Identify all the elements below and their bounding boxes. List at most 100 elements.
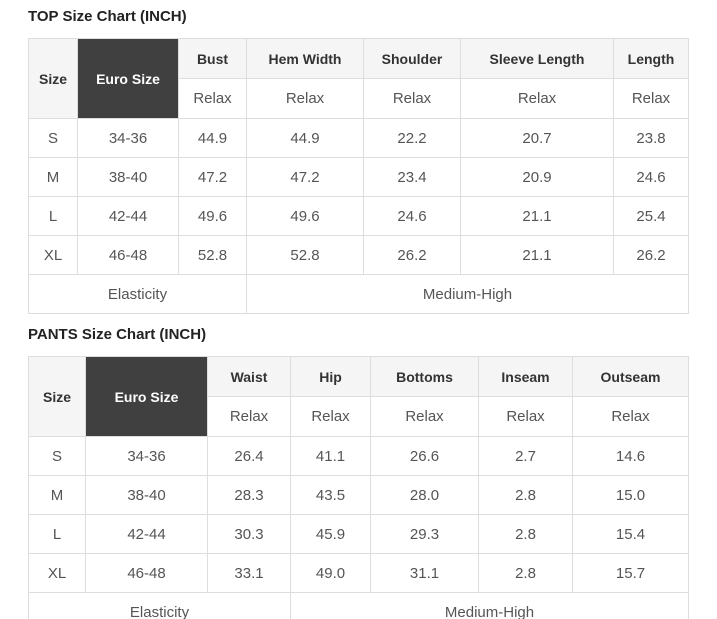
value-cell: 22.2 (363, 118, 461, 158)
value-cell: 20.7 (460, 118, 614, 158)
value-cell: 33.1 (207, 553, 291, 593)
euro-size-cell: 34-36 (77, 118, 179, 158)
value-cell: 49.6 (246, 196, 364, 236)
value-cell: 20.9 (460, 157, 614, 197)
value-cell: 2.7 (478, 436, 573, 476)
value-cell: 28.3 (207, 475, 291, 515)
table-row-s: S 34-36 26.4 41.1 26.6 2.7 14.6 (28, 436, 689, 476)
value-cell: 21.1 (460, 235, 614, 275)
value-cell: 26.2 (363, 235, 461, 275)
value-cell: 52.8 (246, 235, 364, 275)
value-cell: 31.1 (370, 553, 479, 593)
elasticity-value-cell: Medium-High (290, 592, 689, 619)
table-row-xl: XL 46-48 33.1 49.0 31.1 2.8 15.7 (28, 553, 689, 593)
value-cell: 23.4 (363, 157, 461, 197)
fit-cell: Relax (572, 396, 689, 437)
value-cell: 15.7 (572, 553, 689, 593)
value-cell: 30.3 (207, 514, 291, 554)
top-size-table: Size Euro Size Bust Hem Width Shoulder S… (28, 38, 689, 314)
column-header-outseam: Outseam (572, 356, 689, 397)
value-cell: 14.6 (572, 436, 689, 476)
fit-cell: Relax (207, 396, 291, 437)
value-cell: 15.4 (572, 514, 689, 554)
value-cell: 52.8 (178, 235, 247, 275)
value-cell: 44.9 (178, 118, 247, 158)
table-row-m: M 38-40 47.2 47.2 23.4 20.9 24.6 (28, 157, 689, 197)
size-column-header: Size (28, 356, 86, 437)
value-cell: 2.8 (478, 475, 573, 515)
value-cell: 28.0 (370, 475, 479, 515)
fit-cell: Relax (290, 396, 371, 437)
table-row-s: S 34-36 44.9 44.9 22.2 20.7 23.8 (28, 118, 689, 158)
column-header-waist: Waist (207, 356, 291, 397)
top-header-row: Size Euro Size Bust Hem Width Shoulder S… (28, 38, 689, 119)
size-cell: XL (28, 553, 86, 593)
elasticity-value-cell: Medium-High (246, 274, 689, 314)
value-cell: 2.8 (478, 514, 573, 554)
value-cell: 47.2 (178, 157, 247, 197)
value-cell: 47.2 (246, 157, 364, 197)
value-cell: 29.3 (370, 514, 479, 554)
euro-size-cell: 46-48 (77, 235, 179, 275)
elasticity-label-cell: Elasticity (28, 274, 247, 314)
column-header-bottoms: Bottoms (370, 356, 479, 397)
column-header-shoulder: Shoulder (363, 38, 461, 79)
value-cell: 2.8 (478, 553, 573, 593)
fit-cell: Relax (246, 78, 364, 119)
fit-cell: Relax (370, 396, 479, 437)
size-cell: S (28, 436, 86, 476)
size-cell: XL (28, 235, 78, 275)
size-cell: L (28, 196, 78, 236)
column-header-hem-width: Hem Width (246, 38, 364, 79)
table-row-m: M 38-40 28.3 43.5 28.0 2.8 15.0 (28, 475, 689, 515)
column-header-inseam: Inseam (478, 356, 573, 397)
column-header-length: Length (613, 38, 689, 79)
value-cell: 24.6 (613, 157, 689, 197)
elasticity-label-cell: Elasticity (28, 592, 291, 619)
value-cell: 44.9 (246, 118, 364, 158)
value-cell: 25.4 (613, 196, 689, 236)
pants-fit-row: Relax Relax Relax Relax Relax (29, 396, 689, 437)
value-cell: 21.1 (460, 196, 614, 236)
elasticity-row: Elasticity Medium-High (28, 592, 689, 619)
value-cell: 24.6 (363, 196, 461, 236)
pants-chart-title: PANTS Size Chart (INCH) (28, 326, 207, 343)
table-row-l: L 42-44 49.6 49.6 24.6 21.1 25.4 (28, 196, 689, 236)
size-cell: S (28, 118, 78, 158)
fit-cell: Relax (460, 78, 614, 119)
euro-size-cell: 38-40 (77, 157, 179, 197)
value-cell: 26.2 (613, 235, 689, 275)
fit-cell: Relax (178, 78, 247, 119)
fit-cell: Relax (363, 78, 461, 119)
size-cell: M (28, 157, 78, 197)
value-cell: 41.1 (290, 436, 371, 476)
value-cell: 43.5 (290, 475, 371, 515)
column-header-sleeve-length: Sleeve Length (460, 38, 614, 79)
pants-size-table: Size Euro Size Waist Hip Bottoms Inseam … (28, 356, 689, 619)
euro-size-column-header: Euro Size (77, 38, 179, 119)
top-fit-row: Relax Relax Relax Relax Relax (29, 78, 689, 119)
value-cell: 23.8 (613, 118, 689, 158)
fit-cell: Relax (613, 78, 689, 119)
pants-header-row: Size Euro Size Waist Hip Bottoms Inseam … (28, 356, 689, 437)
column-header-bust: Bust (178, 38, 247, 79)
size-cell: L (28, 514, 86, 554)
value-cell: 49.0 (290, 553, 371, 593)
value-cell: 49.6 (178, 196, 247, 236)
value-cell: 26.4 (207, 436, 291, 476)
euro-size-cell: 34-36 (85, 436, 208, 476)
size-cell: M (28, 475, 86, 515)
column-header-hip: Hip (290, 356, 371, 397)
fit-cell: Relax (478, 396, 573, 437)
top-chart-title: TOP Size Chart (INCH) (28, 8, 187, 25)
size-column-header: Size (28, 38, 78, 119)
euro-size-cell: 42-44 (85, 514, 208, 554)
euro-size-cell: 42-44 (77, 196, 179, 236)
euro-size-column-header: Euro Size (85, 356, 208, 437)
table-row-l: L 42-44 30.3 45.9 29.3 2.8 15.4 (28, 514, 689, 554)
euro-size-cell: 46-48 (85, 553, 208, 593)
elasticity-row: Elasticity Medium-High (28, 274, 689, 314)
value-cell: 26.6 (370, 436, 479, 476)
value-cell: 45.9 (290, 514, 371, 554)
euro-size-cell: 38-40 (85, 475, 208, 515)
